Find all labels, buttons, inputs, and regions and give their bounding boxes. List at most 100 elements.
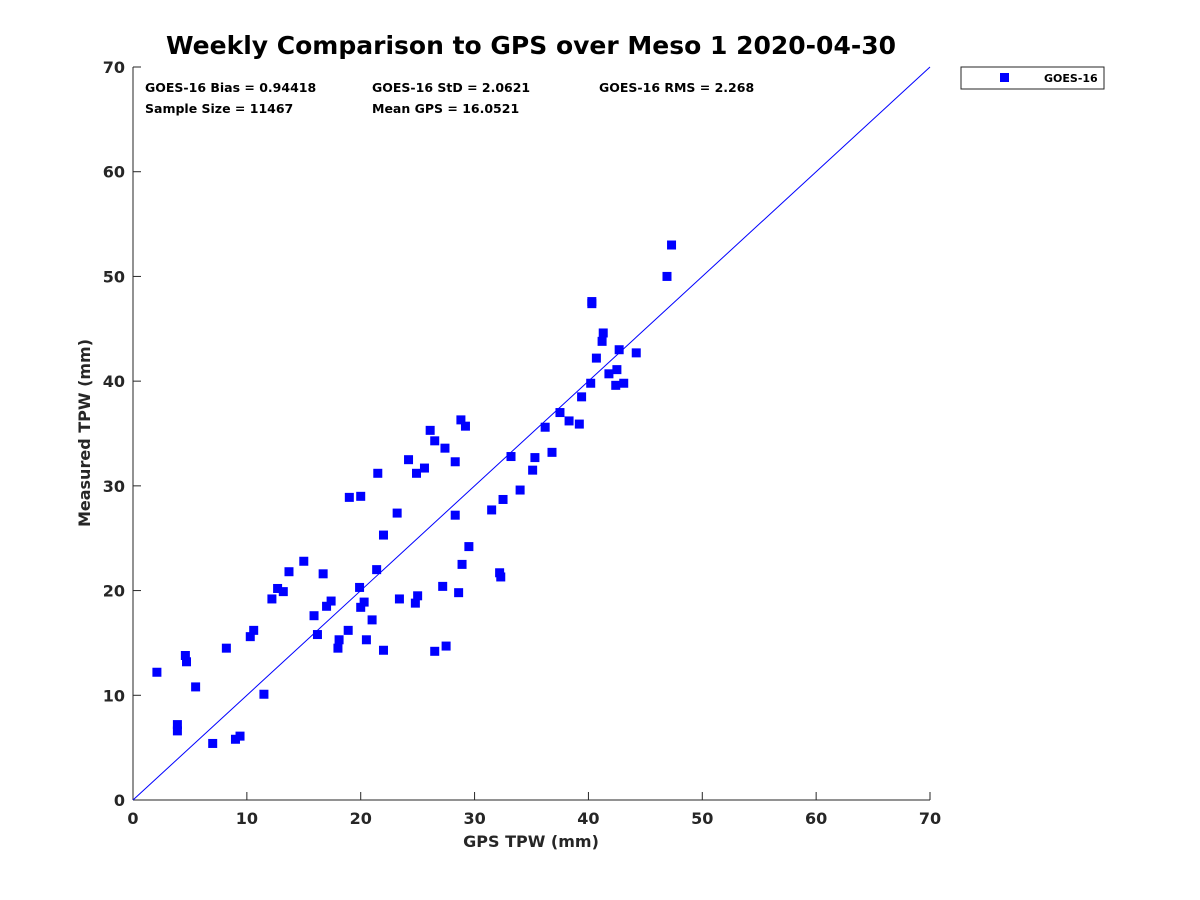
data-point	[450, 510, 460, 520]
data-point	[378, 645, 388, 655]
y-tick-label: 20	[103, 582, 125, 601]
data-point	[367, 615, 377, 625]
x-axis-ticks: 0 10 20 30 40 50 60 70	[127, 792, 941, 828]
data-point	[378, 530, 388, 540]
data-point	[528, 465, 538, 475]
data-point	[230, 734, 240, 744]
x-tick-label: 0	[127, 809, 138, 828]
data-point	[460, 421, 470, 431]
data-point	[299, 556, 309, 566]
data-point	[555, 408, 565, 418]
data-point	[235, 731, 245, 741]
data-point	[631, 348, 641, 358]
data-point	[591, 353, 601, 363]
legend-marker-square	[1000, 73, 1009, 82]
data-point	[614, 345, 624, 355]
x-tick-label: 10	[236, 809, 258, 828]
data-point	[318, 569, 328, 579]
y-tick-label: 10	[103, 686, 125, 705]
data-point	[392, 508, 402, 518]
data-point	[191, 682, 201, 692]
legend[interactable]: GOES-16	[960, 66, 1105, 90]
data-point	[372, 565, 382, 575]
data-point	[586, 378, 596, 388]
data-point	[587, 297, 597, 307]
one-to-one-line	[132, 66, 931, 801]
data-point	[249, 625, 259, 635]
data-point	[450, 457, 460, 467]
data-point	[334, 635, 344, 645]
data-point	[373, 468, 383, 478]
stat-std: GOES-16 StD = 2.0621	[372, 80, 530, 95]
data-point	[611, 380, 621, 390]
y-tick-label: 50	[103, 267, 125, 286]
data-point	[208, 738, 218, 748]
y-tick-label: 60	[103, 163, 125, 182]
data-point	[597, 336, 607, 346]
data-point	[312, 630, 322, 640]
data-point	[309, 611, 319, 621]
data-point	[343, 625, 353, 635]
data-point	[496, 572, 506, 582]
y-tick-label: 30	[103, 477, 125, 496]
data-point	[667, 240, 677, 250]
stat-mean-gps: Mean GPS = 16.0521	[372, 101, 519, 116]
data-point	[540, 422, 550, 432]
data-point	[564, 416, 574, 426]
data-point	[547, 447, 557, 457]
data-point	[598, 328, 608, 338]
data-point	[413, 591, 423, 601]
data-point	[410, 598, 420, 608]
data-point	[454, 588, 464, 598]
data-point	[498, 494, 508, 504]
x-tick-label: 50	[691, 809, 713, 828]
data-point	[604, 369, 614, 379]
data-point	[506, 452, 516, 462]
data-point	[457, 559, 467, 569]
x-tick-label: 20	[350, 809, 372, 828]
data-point	[245, 632, 255, 642]
data-point	[273, 583, 283, 593]
data-point	[361, 635, 371, 645]
scatter-points	[152, 240, 677, 748]
data-point	[267, 594, 277, 604]
data-point	[574, 419, 584, 429]
data-point	[284, 567, 294, 577]
x-tick-label: 30	[463, 809, 485, 828]
data-point	[464, 542, 474, 552]
data-point	[394, 594, 404, 604]
data-point	[172, 726, 182, 736]
data-point	[438, 581, 448, 591]
y-axis-ticks: 0 10 20 30 40 50 60 70	[103, 58, 141, 810]
data-point	[456, 415, 466, 425]
data-point	[441, 641, 451, 651]
y-tick-label: 0	[114, 791, 125, 810]
data-point	[430, 646, 440, 656]
x-tick-label: 60	[805, 809, 827, 828]
x-tick-label: 40	[577, 809, 599, 828]
legend-box	[960, 66, 1105, 90]
chart-title: Weekly Comparison to GPS over Meso 1 202…	[166, 31, 896, 60]
y-tick-label: 40	[103, 372, 125, 391]
x-axis-label: GPS TPW (mm)	[463, 832, 599, 851]
data-point	[662, 271, 672, 281]
legend-label-goes16: GOES-16	[1044, 72, 1098, 85]
data-point	[344, 492, 354, 502]
stat-bias: GOES-16 Bias = 0.94418	[145, 80, 316, 95]
data-point	[412, 468, 422, 478]
data-point	[356, 491, 366, 501]
y-axis-label: Measured TPW (mm)	[75, 339, 94, 527]
stat-sample-size: Sample Size = 11467	[145, 101, 293, 116]
data-point	[577, 392, 587, 402]
data-point	[259, 689, 269, 699]
data-point	[404, 455, 414, 465]
data-point	[221, 643, 231, 653]
data-point	[180, 650, 190, 660]
data-point	[487, 505, 497, 515]
data-point	[278, 587, 288, 597]
data-point	[430, 436, 440, 446]
data-point	[355, 582, 365, 592]
data-point	[440, 443, 450, 453]
data-point	[530, 453, 540, 463]
stat-rms: GOES-16 RMS = 2.268	[599, 80, 754, 95]
